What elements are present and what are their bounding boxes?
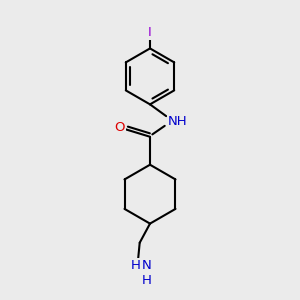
Text: NH: NH	[168, 115, 187, 128]
Text: H: H	[142, 274, 152, 286]
Text: H: H	[130, 259, 140, 272]
Text: I: I	[148, 26, 152, 39]
Text: N: N	[142, 259, 152, 272]
Text: O: O	[114, 122, 124, 134]
